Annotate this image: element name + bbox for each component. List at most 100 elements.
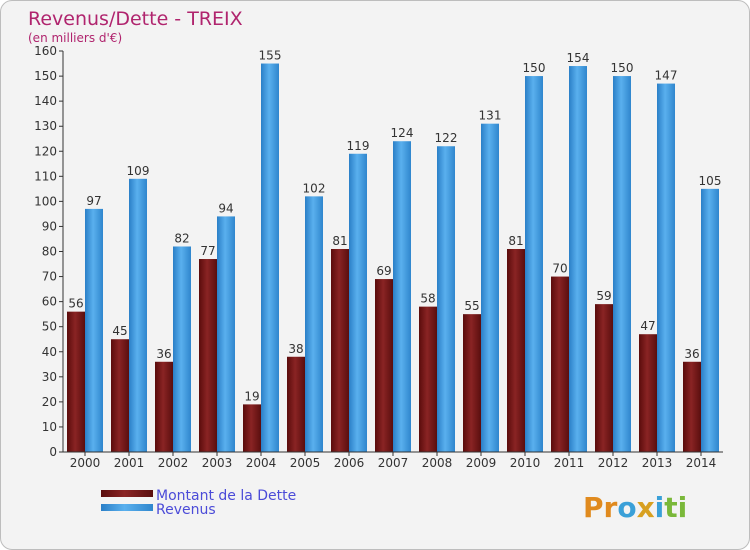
x-tick-label-2013: 2013: [642, 456, 673, 470]
x-tick-label-2009: 2009: [466, 456, 497, 470]
value-label-debt-2013: 47: [640, 319, 655, 333]
x-tick-label-2012: 2012: [598, 456, 629, 470]
x-tick-label-2001: 2001: [114, 456, 145, 470]
value-label-revenue-2006: 119: [347, 139, 370, 153]
logo-letter: x: [637, 491, 655, 524]
x-tick-label-2014: 2014: [686, 456, 717, 470]
y-tick-label: 40: [42, 345, 57, 359]
y-tick-label: 0: [49, 445, 57, 459]
bar-revenue-2000: [85, 208, 103, 452]
value-label-debt-2009: 55: [464, 299, 479, 313]
value-label-debt-2002: 36: [156, 347, 171, 361]
bar-debt-2011: [551, 276, 569, 452]
proxiti-logo: Proxiti: [583, 491, 687, 524]
y-tick-label: 10: [42, 420, 57, 434]
bar-revenue-2013: [657, 83, 675, 453]
y-tick-label: 70: [42, 270, 57, 284]
value-label-revenue-2014: 105: [699, 174, 722, 188]
value-label-revenue-2010: 150: [523, 61, 546, 75]
x-tick-label-2000: 2000: [70, 456, 101, 470]
bar-revenue-2014: [701, 188, 719, 452]
bar-debt-2014: [683, 361, 701, 452]
logo-letter: o: [617, 491, 636, 524]
x-tick-label-2011: 2011: [554, 456, 585, 470]
value-label-revenue-2008: 122: [435, 131, 458, 145]
bar-revenue-2011: [569, 66, 587, 452]
value-label-debt-2005: 38: [288, 342, 303, 356]
legend-swatch-revenue: [101, 504, 153, 511]
y-axis-ticks: 0 10 20 30 40 50 60 70 80 90 100 110 120 130 140 150 160: [34, 44, 63, 459]
bar-revenue-2006: [349, 153, 367, 452]
logo-letter: P: [583, 491, 604, 524]
value-label-revenue-2003: 94: [218, 201, 233, 215]
bar-debt-2008: [419, 306, 437, 452]
value-label-debt-2014: 36: [684, 347, 699, 361]
bar-debt-2001: [111, 339, 129, 452]
value-label-debt-2011: 70: [552, 262, 567, 276]
value-label-debt-2003: 77: [200, 244, 215, 258]
value-label-revenue-2002: 82: [174, 231, 189, 245]
value-label-debt-2007: 69: [376, 264, 391, 278]
value-label-revenue-2001: 109: [127, 164, 150, 178]
logo-letter: i: [678, 491, 688, 524]
y-tick-label: 140: [34, 94, 57, 108]
x-tick-label-2010: 2010: [510, 456, 541, 470]
value-label-revenue-2007: 124: [391, 126, 414, 140]
x-tick-label-2003: 2003: [202, 456, 233, 470]
bar-debt-2012: [595, 304, 613, 452]
bar-revenue-2001: [129, 178, 147, 452]
x-tick-label-2004: 2004: [246, 456, 277, 470]
bar-revenue-2004: [261, 63, 279, 452]
y-tick-label: 130: [34, 119, 57, 133]
logo-letter: t: [664, 491, 677, 524]
x-tick-label-2008: 2008: [422, 456, 453, 470]
bar-debt-2005: [287, 356, 305, 452]
chart-subtitle: (en milliers d'€): [28, 31, 122, 45]
legend-label-debt: Montant de la Dette: [156, 488, 296, 504]
bar-revenue-2008: [437, 146, 455, 453]
value-label-debt-2000: 56: [68, 297, 83, 311]
legend-swatch-debt: [101, 490, 153, 497]
logo-letter: r: [604, 491, 618, 524]
bar-series: 56 97 45 109 36 82 77 94 19 155 38 102 81 119 69 124 58 1…: [67, 49, 722, 453]
bar-revenue-2010: [525, 76, 543, 452]
value-label-debt-2001: 45: [112, 324, 127, 338]
bar-debt-2002: [155, 361, 173, 452]
value-label-revenue-2011: 154: [567, 51, 590, 65]
bar-revenue-2012: [613, 76, 631, 452]
value-label-debt-2010: 81: [508, 234, 523, 248]
y-tick-label: 100: [34, 194, 57, 208]
y-tick-label: 150: [34, 69, 57, 83]
value-label-revenue-2004: 155: [259, 49, 282, 63]
legend: Montant de la Dette Revenus: [101, 488, 296, 518]
bar-debt-2006: [331, 248, 349, 452]
y-tick-label: 110: [34, 169, 57, 183]
value-label-revenue-2012: 150: [611, 61, 634, 75]
value-label-debt-2006: 81: [332, 234, 347, 248]
legend-label-revenue: Revenus: [156, 502, 216, 518]
x-tick-label-2005: 2005: [290, 456, 321, 470]
bar-revenue-2009: [481, 123, 499, 453]
value-label-revenue-2009: 131: [479, 109, 502, 123]
value-label-debt-2004: 19: [244, 389, 259, 403]
bar-revenue-2002: [173, 246, 191, 452]
value-label-revenue-2013: 147: [655, 69, 678, 83]
bar-debt-2007: [375, 279, 393, 452]
y-tick-label: 90: [42, 219, 57, 233]
value-label-debt-2012: 59: [596, 289, 611, 303]
y-tick-label: 60: [42, 295, 57, 309]
x-tick-label-2006: 2006: [334, 456, 365, 470]
y-tick-label: 30: [42, 370, 57, 384]
y-tick-label: 80: [42, 245, 57, 259]
bar-debt-2003: [199, 259, 217, 452]
bar-debt-2004: [243, 404, 261, 452]
x-tick-label-2007: 2007: [378, 456, 409, 470]
x-axis-ticks: 2000 2001 2002 2003 2004 2005 2006 2007 2008 2009…: [70, 452, 717, 470]
y-tick-label: 120: [34, 144, 57, 158]
x-tick-label-2002: 2002: [158, 456, 189, 470]
bar-debt-2013: [639, 334, 657, 452]
logo-letter: i: [655, 491, 665, 524]
chart-title: Revenus/Dette - TREIX: [28, 8, 243, 30]
bar-debt-2000: [67, 311, 85, 452]
